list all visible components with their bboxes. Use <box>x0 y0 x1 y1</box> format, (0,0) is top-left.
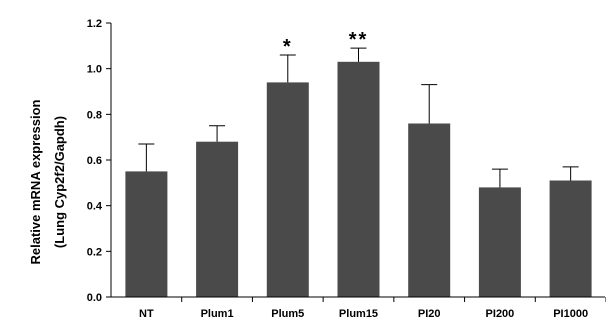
y-tick-label: 0.0 <box>87 292 102 304</box>
y-tick-label: 0.4 <box>87 201 103 213</box>
error-bars <box>138 47 579 188</box>
bars <box>125 61 592 298</box>
y-tick-label: 1.2 <box>87 18 102 30</box>
significance-annotations: * ** <box>283 29 369 58</box>
bar-pi200 <box>478 187 521 297</box>
x-tick-label-plum1: Plum1 <box>201 308 234 320</box>
x-tick-label-pi20: PI20 <box>418 308 441 320</box>
significance-plum5: * <box>283 36 293 58</box>
y-tick-label: 0.6 <box>87 155 102 167</box>
x-tick-label-pi200: PI200 <box>486 308 515 320</box>
error-bar-pi200 <box>491 168 508 188</box>
error-bar-nt <box>138 143 155 172</box>
bar-pi20 <box>408 123 451 297</box>
x-tick-label-nt: NT <box>139 308 154 320</box>
error-bar-plum1 <box>209 125 226 142</box>
bar-plum15 <box>337 61 380 297</box>
bar-plum1 <box>196 141 239 297</box>
error-bar-plum5 <box>279 54 296 83</box>
x-tick-label-plum15: Plum15 <box>339 308 378 320</box>
y-tick-label: 0.2 <box>87 246 102 258</box>
significance-plum15: ** <box>349 29 369 51</box>
y-tick-label: 0.8 <box>87 109 102 121</box>
bar-plum5 <box>266 82 309 298</box>
x-tick-label-pi1000: PI1000 <box>553 308 588 320</box>
error-bar-pi20 <box>421 84 438 124</box>
y-axis-label: Relative mRNA expression (Lung Cyp2f2/Ga… <box>28 99 67 264</box>
x-tick-label-plum5: Plum5 <box>271 308 304 320</box>
bar-pi1000 <box>549 180 592 297</box>
error-bar-plum15 <box>350 47 367 62</box>
x-axis-ticks: NT Plum1 Plum5 Plum15 PI20 PI200 PI1000 <box>139 297 606 320</box>
error-bar-pi1000 <box>562 166 579 181</box>
y-tick-label: 1.0 <box>87 64 102 76</box>
y-axis-ticks: 0.0 0.2 0.4 0.6 0.8 1.0 1.2 <box>87 18 111 304</box>
bar-nt <box>125 171 168 297</box>
y-axis-label-line-2: (Lung Cyp2f2/Gapdh) <box>52 116 67 248</box>
y-axis-label-line-1: Relative mRNA expression <box>28 99 43 264</box>
